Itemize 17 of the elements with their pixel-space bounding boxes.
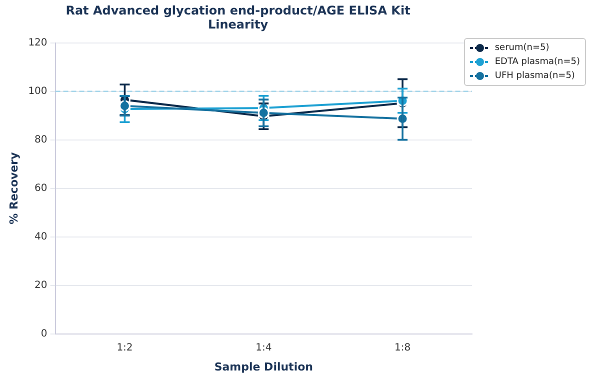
y-tick-label: 0 bbox=[40, 328, 48, 340]
x-tick-label: 1:8 bbox=[394, 342, 411, 354]
legend-label: serum(n=5) bbox=[494, 43, 550, 53]
y-axis-title: % Recovery bbox=[7, 152, 20, 224]
legend-label: EDTA plasma(n=5) bbox=[494, 57, 580, 67]
y-tick-label: 80 bbox=[34, 134, 48, 146]
chart-subtitle: Linearity bbox=[208, 18, 268, 32]
x-axis-title: Sample Dilution bbox=[214, 360, 313, 374]
y-tick-label: 120 bbox=[28, 37, 48, 48]
x-tick-label: 1:2 bbox=[116, 342, 133, 354]
y-tick-label: 40 bbox=[34, 231, 48, 242]
y-tick-label: 100 bbox=[28, 86, 48, 97]
legend-label: UFH plasma(n=5) bbox=[494, 71, 575, 81]
y-tick-label: 60 bbox=[34, 182, 48, 194]
y-tick-label: 20 bbox=[34, 280, 48, 291]
x-tick-label: 1:4 bbox=[256, 342, 272, 354]
chart-title: Rat Advanced glycation end-product/AGE ELISA Kit bbox=[66, 3, 411, 18]
